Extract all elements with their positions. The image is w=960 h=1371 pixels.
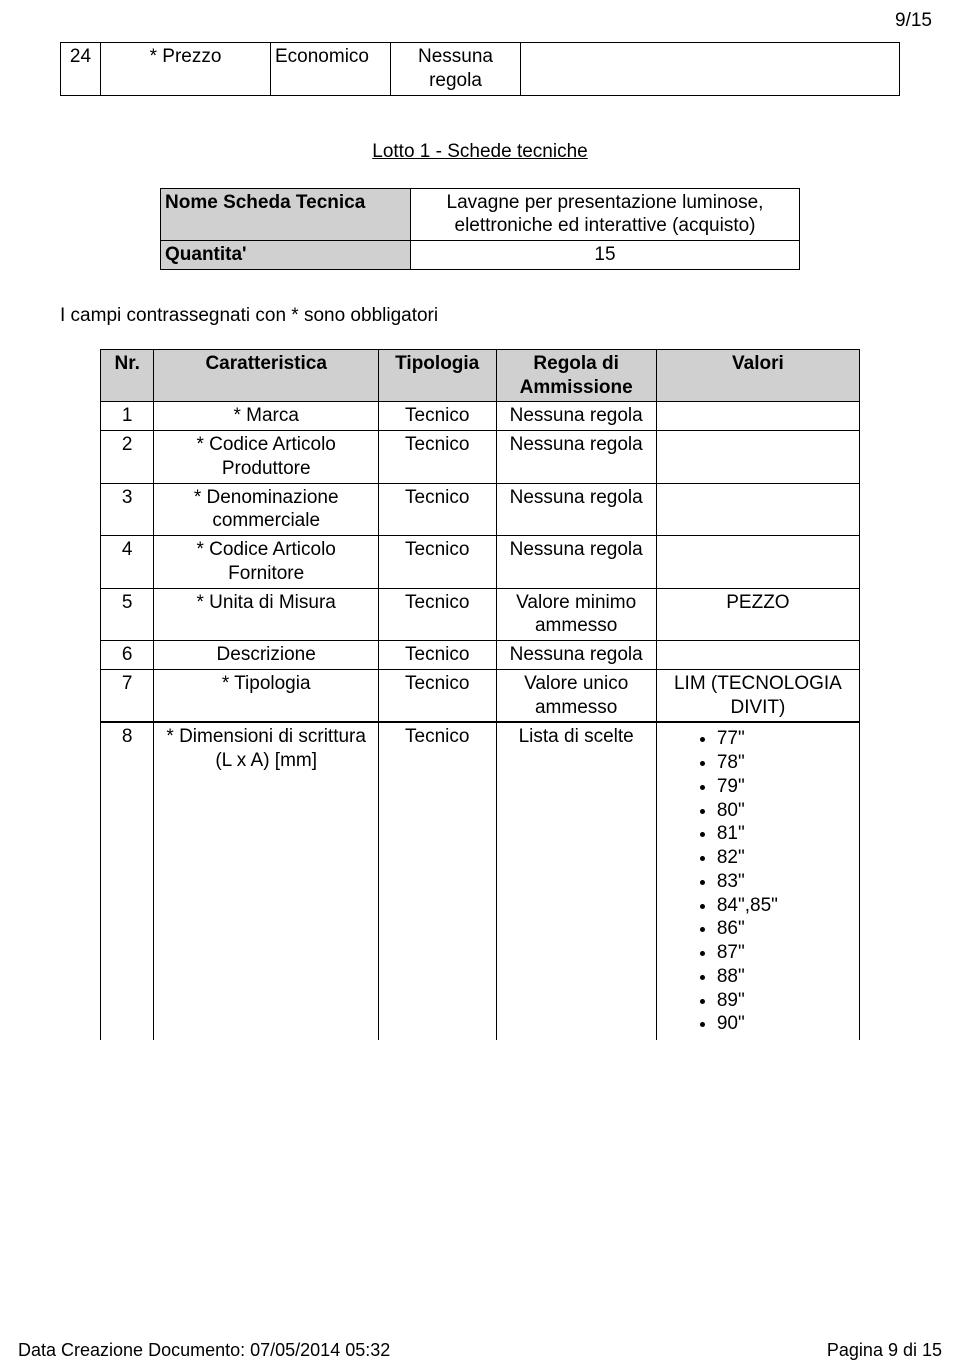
cell: Tecnico — [378, 641, 496, 670]
list-item: 87" — [717, 941, 855, 965]
cell — [656, 402, 859, 431]
col-regola: Regola di Ammissione — [496, 349, 656, 402]
table-header-row: Nr. Caratteristica Tipologia Regola di A… — [101, 349, 860, 402]
meta-value: Lavagne per presentazione luminose, elet… — [411, 188, 800, 241]
cell: Tecnico — [378, 588, 496, 641]
cell: LIM (TECNOLOGIA DIVIT) — [656, 669, 859, 722]
col-nr: Nr. — [101, 349, 154, 402]
page: 9/15 24 * Prezzo Economico Nessuna regol… — [0, 0, 960, 1371]
cell: Descrizione — [154, 641, 378, 670]
cell — [656, 431, 859, 484]
cell — [656, 536, 859, 589]
list-item: 89" — [717, 989, 855, 1013]
table-row: 24 * Prezzo Economico Nessuna regola — [61, 43, 900, 96]
cell: Tecnico — [378, 722, 496, 1040]
list-item: 88" — [717, 965, 855, 989]
cell: Lista di scelte — [496, 722, 656, 1040]
cell: 4 — [101, 536, 154, 589]
cell: Nessuna regola — [496, 536, 656, 589]
top-table: 24 * Prezzo Economico Nessuna regola — [60, 42, 900, 96]
list-item: 77" — [717, 727, 855, 751]
table-row: 1 * Marca Tecnico Nessuna regola — [101, 402, 860, 431]
cell: * Unita di Misura — [154, 588, 378, 641]
cell: Valore minimo ammesso — [496, 588, 656, 641]
page-number: 9/15 — [895, 10, 932, 32]
cell: 5 — [101, 588, 154, 641]
table-row: Nome Scheda Tecnica Lavagne per presenta… — [161, 188, 800, 241]
cell: 8 — [101, 722, 154, 1040]
cell: Tecnico — [378, 483, 496, 536]
list-item: 86" — [717, 917, 855, 941]
table-row: 2 * Codice Articolo Produttore Tecnico N… — [101, 431, 860, 484]
col-caratteristica: Caratteristica — [154, 349, 378, 402]
cell: * Dimensioni di scrittura (L x A) [mm] — [154, 722, 378, 1040]
cell: Nessuna regola — [496, 402, 656, 431]
cell: * Codice Articolo Fornitore — [154, 536, 378, 589]
cell — [656, 641, 859, 670]
col-valori: Valori — [656, 349, 859, 402]
table-row: Quantita' 15 — [161, 241, 800, 270]
cell: * Denominazione commerciale — [154, 483, 378, 536]
table-row: 7 * Tipologia Tecnico Valore unico ammes… — [101, 669, 860, 722]
list-item: 79" — [717, 775, 855, 799]
meta-table: Nome Scheda Tecnica Lavagne per presenta… — [160, 188, 800, 270]
section-heading: Lotto 1 - Schede tecniche — [60, 141, 900, 163]
meta-label: Nome Scheda Tecnica — [161, 188, 411, 241]
list-item: 84",85" — [717, 894, 855, 918]
footer-left: Data Creazione Documento: 07/05/2014 05:… — [18, 1340, 390, 1361]
cell: Tecnico — [378, 669, 496, 722]
list-item: 78" — [717, 751, 855, 775]
meta-label: Quantita' — [161, 241, 411, 270]
cell: * Marca — [154, 402, 378, 431]
cell-regola: Nessuna regola — [391, 43, 521, 96]
cell: Nessuna regola — [496, 641, 656, 670]
main-table: Nr. Caratteristica Tipologia Regola di A… — [100, 349, 860, 1040]
table-row: 8 * Dimensioni di scrittura (L x A) [mm]… — [101, 722, 860, 1040]
cell-prezzo: * Prezzo — [101, 43, 271, 96]
table-row: 6 Descrizione Tecnico Nessuna regola — [101, 641, 860, 670]
cell-values-list: 77"78"79"80"81"82"83"84",85"86"87"88"89"… — [656, 722, 859, 1040]
cell: * Codice Articolo Produttore — [154, 431, 378, 484]
cell: Nessuna regola — [496, 431, 656, 484]
list-item: 83" — [717, 870, 855, 894]
table-row: 5 * Unita di Misura Tecnico Valore minim… — [101, 588, 860, 641]
cell-nr: 24 — [61, 43, 101, 96]
cell — [656, 483, 859, 536]
cell: 7 — [101, 669, 154, 722]
cell: 3 — [101, 483, 154, 536]
col-tipologia: Tipologia — [378, 349, 496, 402]
cell: PEZZO — [656, 588, 859, 641]
cell: Tecnico — [378, 402, 496, 431]
cell: 1 — [101, 402, 154, 431]
cell: Tecnico — [378, 431, 496, 484]
cell: Valore unico ammesso — [496, 669, 656, 722]
cell: Nessuna regola — [496, 483, 656, 536]
cell: * Tipologia — [154, 669, 378, 722]
values-list: 77"78"79"80"81"82"83"84",85"86"87"88"89"… — [661, 727, 855, 1036]
table-row: 3 * Denominazione commerciale Tecnico Ne… — [101, 483, 860, 536]
table-row: 4 * Codice Articolo Fornitore Tecnico Ne… — [101, 536, 860, 589]
cell: 2 — [101, 431, 154, 484]
footer-right: Pagina 9 di 15 — [827, 1340, 942, 1361]
meta-value: 15 — [411, 241, 800, 270]
cell: Tecnico — [378, 536, 496, 589]
cell-empty — [521, 43, 900, 96]
cell-economico: Economico — [271, 43, 391, 96]
list-item: 90" — [717, 1012, 855, 1036]
list-item: 82" — [717, 846, 855, 870]
list-item: 81" — [717, 822, 855, 846]
required-note: I campi contrassegnati con * sono obblig… — [60, 305, 900, 327]
list-item: 80" — [717, 799, 855, 823]
page-footer: Data Creazione Documento: 07/05/2014 05:… — [18, 1340, 942, 1361]
cell: 6 — [101, 641, 154, 670]
